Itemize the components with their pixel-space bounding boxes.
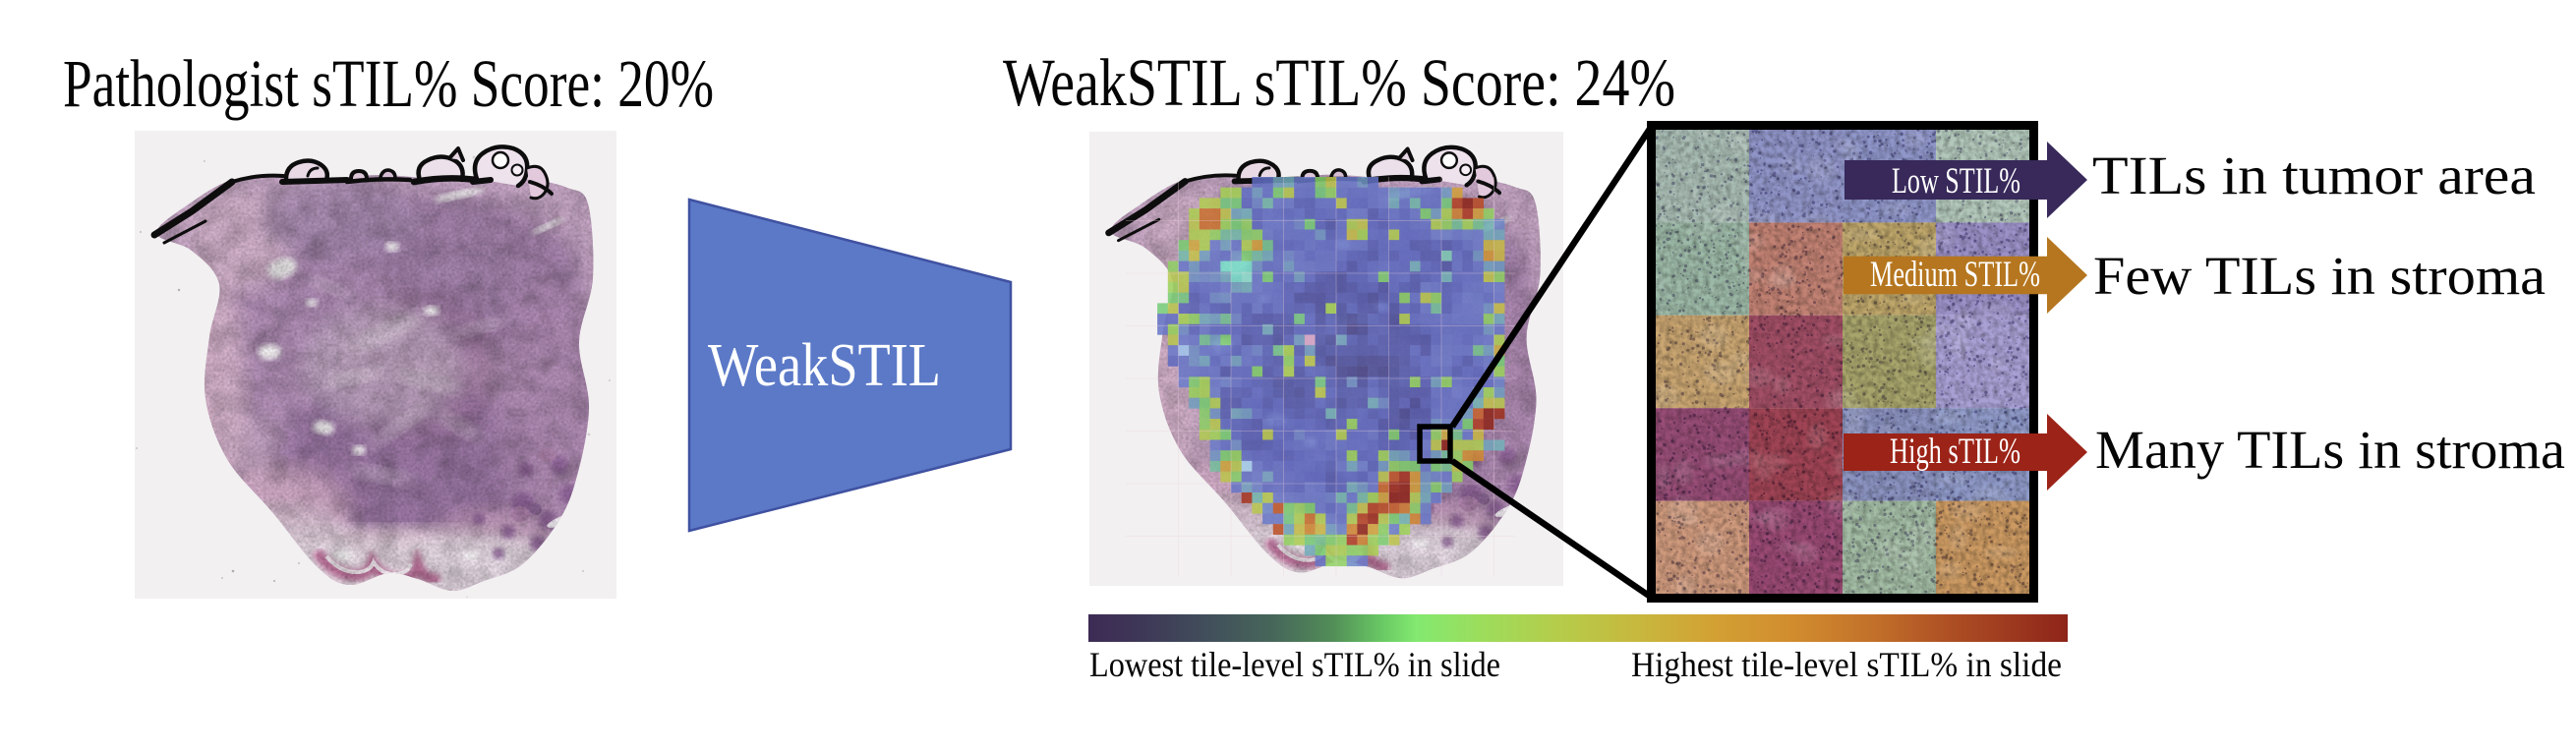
svg-text:Many TILs in stroma: Many TILs in stroma — [2095, 420, 2565, 480]
svg-text:High sTIL%: High sTIL% — [1890, 432, 2020, 472]
svg-text:Highest tile-level sTIL% in sl: Highest tile-level sTIL% in slide — [1631, 645, 2062, 684]
svg-text:TILs in tumor area: TILs in tumor area — [2092, 145, 2536, 205]
svg-text:Lowest tile-level sTIL% in sli: Lowest tile-level sTIL% in slide — [1089, 645, 1500, 684]
svg-text:WeakSTIL sTIL% Score: 24%: WeakSTIL sTIL% Score: 24% — [1003, 45, 1675, 120]
svg-text:Few TILs in stroma: Few TILs in stroma — [2093, 246, 2546, 306]
svg-text:Medium STIL%: Medium STIL% — [1870, 255, 2040, 295]
svg-text:Pathologist sTIL% Score: 20%: Pathologist sTIL% Score: 20% — [63, 46, 714, 121]
svg-text:Low STIL%: Low STIL% — [1892, 161, 2020, 202]
svg-text:WeakSTIL: WeakSTIL — [708, 332, 941, 399]
